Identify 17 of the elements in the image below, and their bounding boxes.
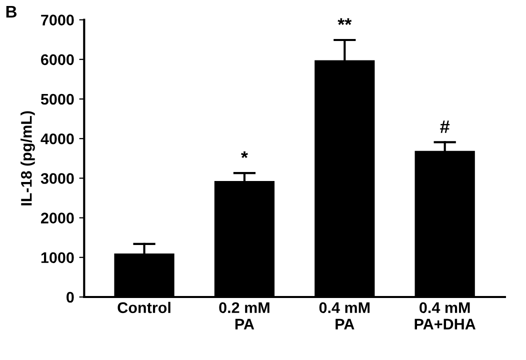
annotation: ** bbox=[338, 18, 352, 25]
annotation: * bbox=[241, 151, 248, 158]
x-tick-label: 0.2 mM PA bbox=[219, 302, 270, 330]
y-tick-label: 2000 bbox=[40, 212, 74, 224]
y-tick-label: 7000 bbox=[41, 14, 74, 26]
text: B bbox=[6, 6, 17, 18]
annotation: # bbox=[440, 120, 450, 133]
y-axis-title: IL-18 (pg/mL) bbox=[20, 111, 35, 206]
y-tick-label: 1000 bbox=[41, 252, 74, 264]
y-tick-label: 3000 bbox=[40, 173, 74, 184]
y-tick-label: 5000 bbox=[40, 94, 74, 105]
y-tick-label: 0 bbox=[66, 292, 74, 303]
x-tick-label: 0.4 mM PA bbox=[319, 302, 370, 330]
y-tick-label: 4000 bbox=[40, 133, 74, 144]
x-tick-label: Control bbox=[118, 302, 170, 314]
x-tick-label: 0.4 mM PA+DHA bbox=[414, 302, 476, 330]
y-tick-label: 6000 bbox=[41, 54, 74, 66]
